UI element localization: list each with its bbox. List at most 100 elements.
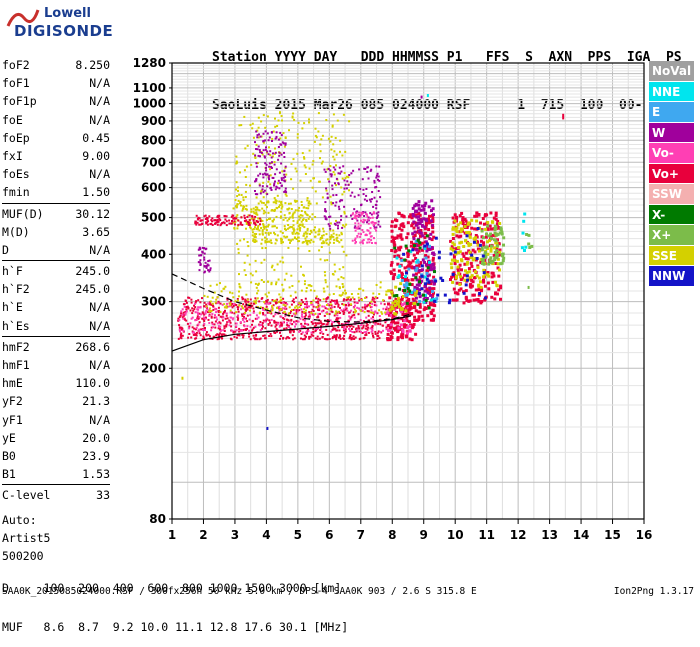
echo-point — [463, 217, 467, 221]
echo-point — [302, 218, 305, 221]
echo-point — [345, 187, 348, 190]
echo-point — [462, 254, 466, 258]
echo-point — [236, 242, 239, 245]
echo-point — [235, 329, 238, 332]
echo-point — [293, 228, 295, 231]
echo-point — [397, 269, 401, 273]
echo-point — [183, 318, 186, 321]
echo-point — [225, 305, 228, 308]
echo-point — [275, 206, 278, 209]
echo-point — [367, 310, 370, 313]
echo-point — [483, 261, 487, 265]
echo-point — [322, 230, 325, 233]
echo-point — [276, 321, 279, 324]
echo-point — [323, 305, 326, 308]
echo-point — [497, 226, 501, 229]
echo-point — [393, 307, 397, 311]
echo-point — [414, 223, 418, 227]
echo-point — [267, 233, 270, 236]
echo-point — [305, 235, 308, 238]
echo-point — [426, 234, 430, 238]
echo-point — [375, 207, 378, 210]
echo-point — [433, 278, 437, 282]
echo-point — [426, 244, 430, 248]
echo-point — [183, 314, 186, 316]
echo-point — [377, 335, 380, 338]
echo-point — [270, 335, 273, 338]
echo-point — [326, 323, 329, 326]
echo-point — [276, 298, 279, 301]
echo-point — [365, 234, 368, 237]
echo-point — [362, 242, 364, 245]
echo-point — [432, 282, 436, 286]
echo-point — [244, 147, 247, 150]
echo-point — [199, 334, 202, 337]
echo-point — [318, 249, 321, 252]
echo-point — [416, 310, 420, 314]
echo-point — [414, 272, 418, 276]
param-row: foF1 N/A — [2, 74, 110, 92]
x-tick-label: 5 — [294, 528, 302, 542]
echo-point — [222, 333, 225, 336]
echo-point — [262, 308, 265, 311]
echo-point — [335, 164, 337, 167]
echo-point — [208, 303, 211, 306]
echo-point — [285, 173, 288, 176]
echo-point — [355, 322, 358, 325]
echo-point — [316, 306, 319, 309]
echo-point — [265, 219, 268, 221]
echo-point — [300, 302, 303, 305]
echo-point — [358, 338, 361, 341]
echo-point — [255, 270, 258, 273]
echo-point — [247, 245, 250, 248]
echo-point — [359, 287, 362, 290]
echo-point — [294, 313, 297, 316]
echo-point — [496, 233, 500, 237]
echo-point — [246, 241, 249, 243]
echo-point — [351, 213, 354, 216]
echo-point — [244, 298, 247, 301]
echo-point — [477, 299, 481, 303]
echo-point — [203, 271, 206, 274]
echo-point — [395, 256, 399, 260]
echo-point — [448, 298, 452, 302]
echo-point — [348, 336, 351, 339]
echo-point — [475, 219, 479, 223]
echo-point — [203, 256, 206, 259]
echo-point — [411, 232, 415, 236]
echo-point — [423, 240, 427, 244]
echo-point — [417, 291, 421, 295]
echo-point — [246, 325, 249, 328]
echo-point — [362, 231, 365, 234]
echo-point — [476, 264, 480, 268]
echo-point — [252, 152, 255, 155]
echo-point — [323, 215, 326, 218]
echo-point — [374, 186, 377, 189]
echo-point — [334, 270, 337, 273]
echo-point — [305, 323, 308, 326]
param-row: foEp 0.45 — [2, 129, 110, 147]
echo-point — [412, 273, 416, 277]
echo-point — [236, 214, 239, 217]
echo-point — [210, 303, 213, 306]
echo-point — [347, 320, 350, 323]
echo-point — [400, 297, 404, 301]
echo-point — [297, 320, 300, 323]
echo-point — [314, 190, 317, 193]
echo-point — [335, 318, 338, 321]
echo-point — [218, 217, 221, 220]
echo-point — [490, 275, 494, 279]
echo-point — [269, 321, 271, 324]
echo-point — [194, 333, 197, 336]
echo-point — [285, 337, 288, 340]
echo-point — [403, 323, 407, 327]
echo-point — [194, 302, 196, 305]
echo-point — [307, 323, 310, 326]
echo-point — [376, 332, 379, 335]
echo-point — [306, 332, 308, 335]
echo-point — [338, 234, 341, 237]
echo-point — [232, 331, 235, 334]
echo-point — [431, 318, 435, 322]
echo-point — [242, 196, 245, 199]
echo-point — [365, 331, 368, 333]
